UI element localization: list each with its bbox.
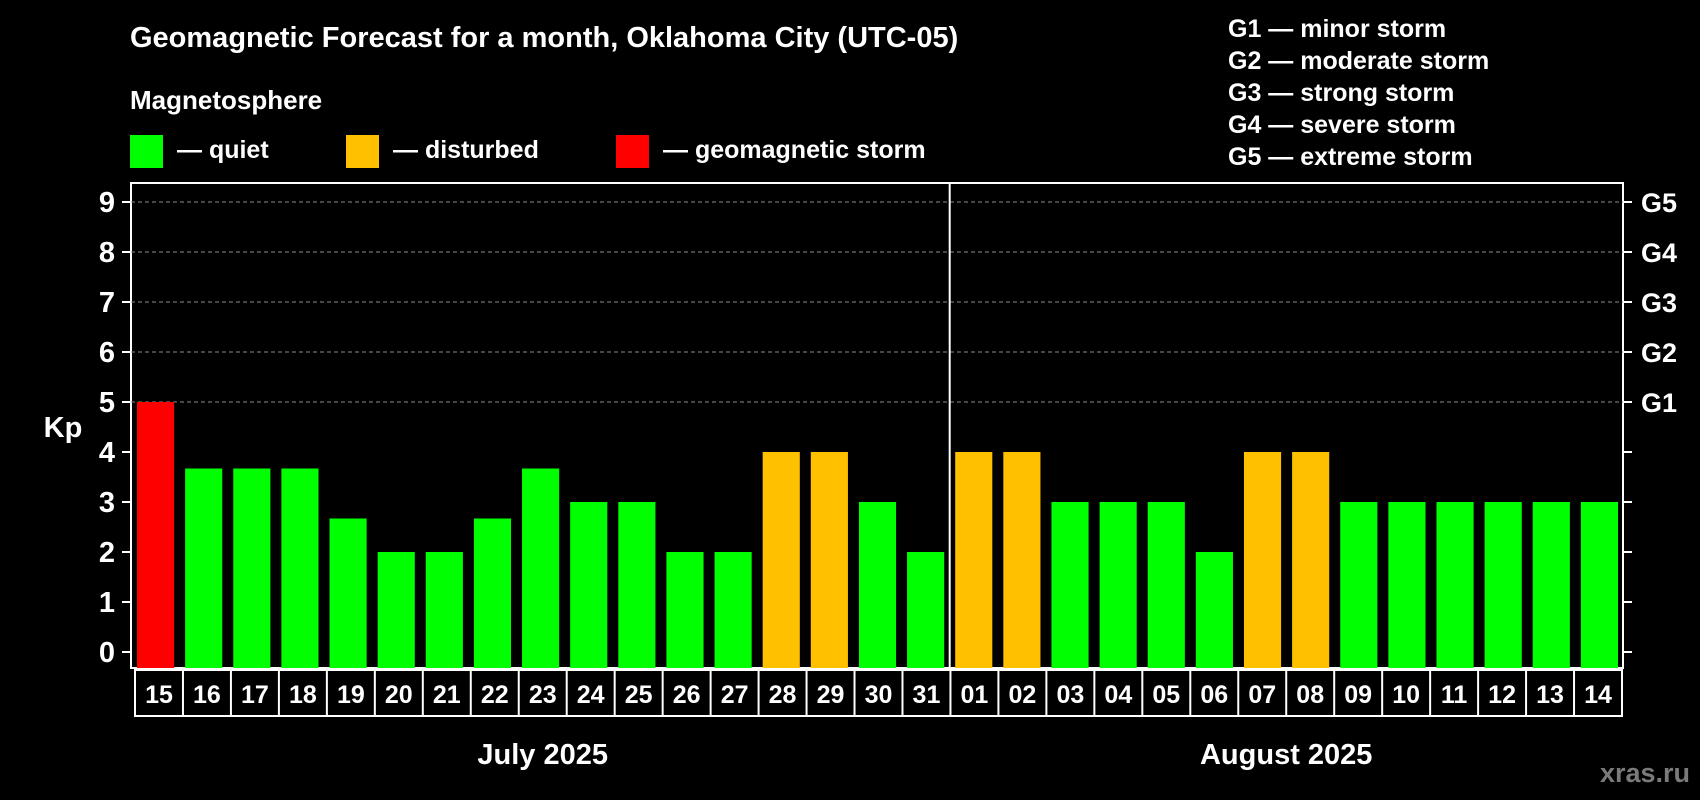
bar-15 bbox=[137, 402, 175, 668]
bar-11 bbox=[1436, 502, 1474, 668]
day-label-27: 27 bbox=[721, 681, 749, 709]
bar-16 bbox=[185, 468, 223, 668]
bar-01 bbox=[955, 452, 993, 668]
day-label-29: 29 bbox=[817, 681, 845, 709]
day-label-31: 31 bbox=[913, 681, 941, 709]
day-label-14: 14 bbox=[1584, 681, 1612, 709]
y-tick-label-4: 4 bbox=[99, 437, 115, 469]
bar-08 bbox=[1292, 452, 1330, 668]
month-label-1: July 2025 bbox=[477, 739, 608, 771]
day-label-24: 24 bbox=[577, 681, 605, 709]
bar-22 bbox=[473, 518, 512, 668]
day-label-15: 15 bbox=[145, 681, 173, 709]
bar-14 bbox=[1580, 502, 1618, 668]
day-label-19: 19 bbox=[337, 681, 365, 709]
day-label-row bbox=[134, 669, 1623, 717]
day-label-13: 13 bbox=[1536, 681, 1564, 709]
y-tick-label-7: 7 bbox=[99, 287, 115, 319]
bar-30 bbox=[858, 502, 897, 668]
bar-17 bbox=[233, 468, 271, 668]
y-tick-label-5: 5 bbox=[99, 387, 115, 419]
bar-29 bbox=[810, 452, 848, 668]
y-tick-label-6: 6 bbox=[99, 337, 115, 369]
storm-scale-item-4: G4 — severe storm bbox=[1228, 111, 1456, 139]
bar-31 bbox=[907, 552, 945, 668]
day-label-28: 28 bbox=[769, 681, 797, 709]
day-label-01: 01 bbox=[961, 681, 989, 709]
bar-24 bbox=[570, 502, 608, 668]
right-axis-label-G2: G2 bbox=[1641, 338, 1677, 368]
legend-label-1: — quiet bbox=[177, 136, 269, 164]
chart-title: Geomagnetic Forecast for a month, Oklaho… bbox=[130, 22, 958, 54]
bar-07 bbox=[1243, 452, 1282, 668]
legend-swatch-1 bbox=[130, 135, 163, 168]
bar-10 bbox=[1388, 502, 1426, 668]
bar-19 bbox=[329, 518, 367, 668]
day-label-12: 12 bbox=[1488, 681, 1516, 709]
y-tick-label-0: 0 bbox=[99, 637, 115, 669]
storm-scale-item-1: G1 — minor storm bbox=[1228, 15, 1446, 43]
day-label-10: 10 bbox=[1392, 681, 1420, 709]
y-axis-label: Kp bbox=[44, 412, 83, 444]
right-axis-label-G1: G1 bbox=[1641, 388, 1677, 418]
bar-28 bbox=[762, 452, 800, 668]
bar-27 bbox=[714, 552, 752, 668]
bar-26 bbox=[666, 552, 704, 668]
day-label-02: 02 bbox=[1008, 681, 1036, 709]
day-label-23: 23 bbox=[529, 681, 557, 709]
bar-09 bbox=[1340, 502, 1378, 668]
day-label-16: 16 bbox=[193, 681, 221, 709]
storm-scale-legend: G1 — minor storm G2 — moderate storm G3 — … bbox=[1228, 15, 1489, 171]
day-label-05: 05 bbox=[1152, 681, 1180, 709]
legend-swatch-2 bbox=[346, 135, 379, 168]
day-label-03: 03 bbox=[1056, 681, 1084, 709]
right-axis-label-G4: G4 bbox=[1641, 238, 1677, 268]
day-label-20: 20 bbox=[385, 681, 413, 709]
month-label-2: August 2025 bbox=[1200, 739, 1372, 771]
day-label-11: 11 bbox=[1441, 681, 1468, 709]
storm-scale-item-2: G2 — moderate storm bbox=[1228, 47, 1489, 75]
bar-05 bbox=[1147, 502, 1185, 668]
day-label-25: 25 bbox=[625, 681, 653, 709]
legend-label-3: — geomagnetic storm bbox=[663, 136, 926, 164]
y-tick-label-1: 1 bbox=[99, 587, 115, 619]
bar-21 bbox=[425, 552, 463, 668]
legend: — quiet — disturbed — geomagnetic storm bbox=[130, 135, 926, 168]
day-label-06: 06 bbox=[1200, 681, 1228, 709]
bar-23 bbox=[522, 468, 560, 668]
bar-06 bbox=[1195, 552, 1233, 668]
day-label-21: 21 bbox=[433, 681, 461, 709]
watermark: xras.ru bbox=[1600, 758, 1690, 788]
day-label-18: 18 bbox=[289, 681, 317, 709]
bar-12 bbox=[1484, 502, 1522, 668]
storm-scale-item-3: G3 — strong storm bbox=[1228, 79, 1454, 107]
day-label-09: 09 bbox=[1344, 681, 1372, 709]
day-label-07: 07 bbox=[1248, 681, 1276, 709]
y-tick-label-9: 9 bbox=[99, 187, 115, 219]
y-tick-label-3: 3 bbox=[99, 487, 115, 519]
day-label-08: 08 bbox=[1296, 681, 1324, 709]
legend-title: Magnetosphere bbox=[130, 85, 322, 115]
storm-scale-item-5: G5 — extreme storm bbox=[1228, 143, 1473, 171]
day-label-22: 22 bbox=[481, 681, 509, 709]
bar-20 bbox=[377, 552, 415, 668]
right-axis-label-G5: G5 bbox=[1641, 188, 1677, 218]
bar-02 bbox=[1003, 452, 1041, 668]
legend-swatch-3 bbox=[616, 135, 649, 168]
day-label-30: 30 bbox=[865, 681, 893, 709]
bar-18 bbox=[281, 468, 319, 668]
day-label-04: 04 bbox=[1104, 681, 1132, 709]
bar-25 bbox=[618, 502, 656, 668]
bar-13 bbox=[1532, 502, 1570, 668]
day-label-26: 26 bbox=[673, 681, 701, 709]
y-tick-label-2: 2 bbox=[99, 537, 115, 569]
right-axis-label-G3: G3 bbox=[1641, 288, 1677, 318]
legend-label-2: — disturbed bbox=[393, 136, 539, 164]
bar-04 bbox=[1099, 502, 1137, 668]
y-tick-label-8: 8 bbox=[99, 237, 115, 269]
day-label-17: 17 bbox=[241, 681, 269, 709]
bar-03 bbox=[1051, 502, 1089, 668]
